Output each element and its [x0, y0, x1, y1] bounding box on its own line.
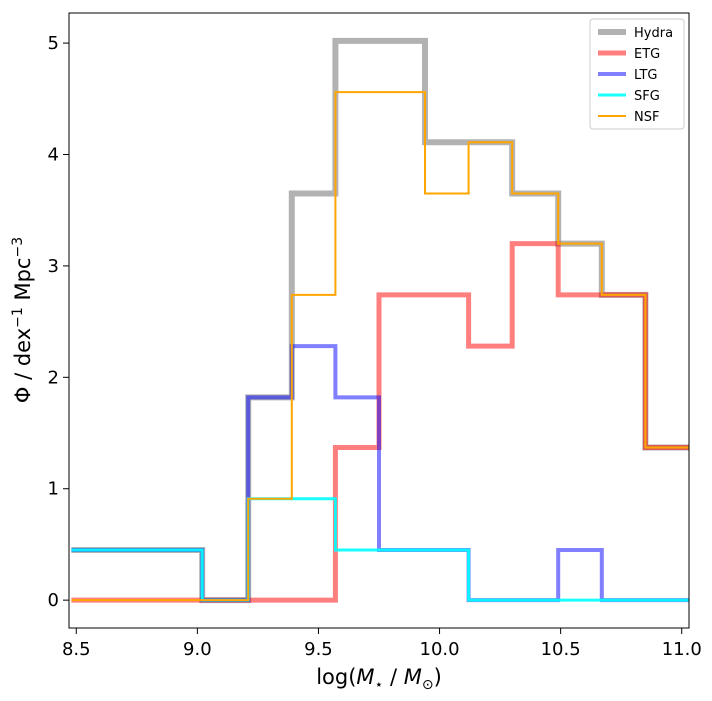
legend-label-nsf: NSF: [634, 110, 659, 125]
ticks: 8.5 9.0 9.5 10.0 10.5 11.0 0 1 2 3 4 5: [48, 33, 702, 660]
y-tick-label: 5: [48, 33, 59, 54]
legend-label-sfg: SFG: [634, 89, 660, 104]
legend: Hydra ETG LTG SFG NSF: [589, 18, 685, 130]
legend-label-hydra: Hydra: [634, 26, 673, 41]
y-tick-label: 2: [48, 367, 59, 388]
plot-lines: [71, 37, 689, 604]
legend-label-ltg: LTG: [634, 68, 657, 83]
legend-box: [589, 18, 685, 130]
legend-label-etg: ETG: [634, 47, 660, 62]
x-axis-label: log(M⋆ / M⊙): [316, 665, 442, 693]
y-tick-label: 1: [48, 479, 59, 500]
y-tick-label: 3: [48, 256, 59, 277]
y-tick-label: 0: [48, 590, 59, 611]
series-nsf-line: [71, 91, 689, 602]
x-tick-label: 11.0: [662, 639, 702, 660]
x-tick-label: 10.0: [420, 639, 460, 660]
x-tick-label: 9.5: [304, 639, 333, 660]
y-axis-label: Φ / dex−1 Mpc−3: [10, 237, 35, 403]
x-tick-label: 10.5: [541, 639, 581, 660]
plot-frame: [68, 12, 690, 629]
x-tick-label: 9.0: [183, 639, 212, 660]
y-tick-label: 4: [48, 144, 59, 165]
x-tick-label: 8.5: [62, 639, 91, 660]
